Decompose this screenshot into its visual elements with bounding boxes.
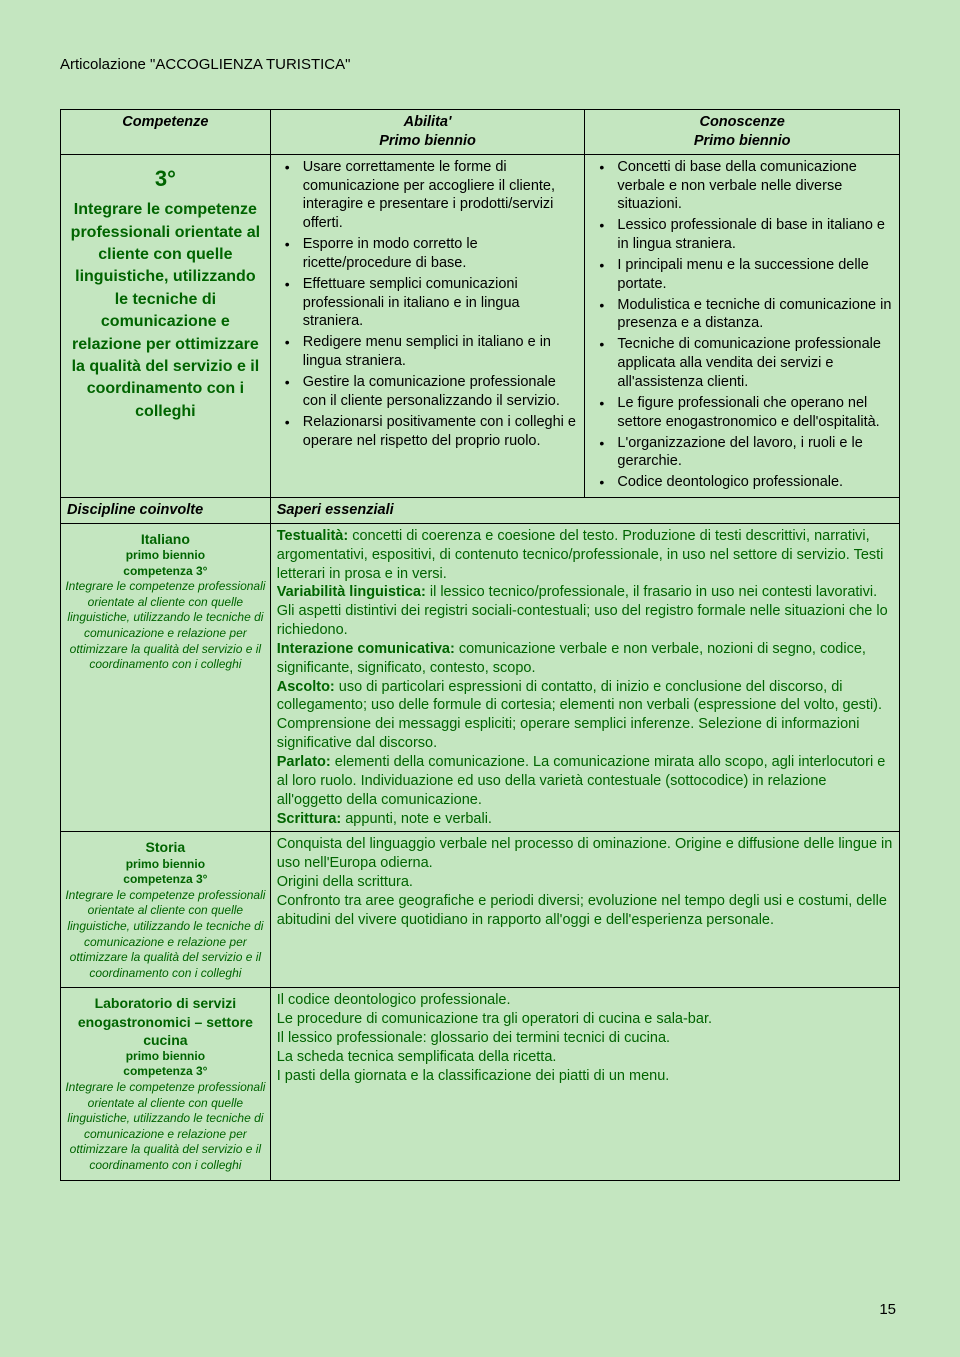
discipline-title: Laboratorio di servizi enogastronomici –… (65, 994, 266, 1049)
discipline-sub1: primo biennio (65, 1049, 266, 1065)
conoscenze-item: Tecniche di comunicazione professionale … (591, 335, 893, 392)
conoscenze-item: Modulistica e tecniche di comunicazione … (591, 296, 893, 334)
discipline-competenza-text: Integrare le competenze professionali or… (65, 888, 265, 980)
conoscenze-item: I principali menu e la successione delle… (591, 256, 893, 294)
conoscenze-cell: Concetti di base della comunicazione ver… (585, 154, 900, 497)
document-page: Articolazione "ACCOGLIENZA TURISTICA" Co… (0, 0, 960, 1348)
conoscenze-item: Codice deontologico professionale. (591, 473, 893, 492)
discipline-title: Italiano (65, 530, 266, 548)
discipline-cell: Storiaprimo bienniocompetenza 3°Integrar… (61, 832, 271, 988)
header-conoscenze: Conoscenze Primo biennio (585, 110, 900, 155)
discipline-sub1: primo biennio (65, 857, 266, 873)
abilita-item: Esporre in modo corretto le ricette/proc… (277, 235, 579, 273)
header-competenze: Competenze (61, 110, 271, 155)
page-number: 15 (60, 1301, 900, 1318)
discipline-sub2: competenza 3° (65, 564, 266, 580)
articulation-heading: Articolazione "ACCOGLIENZA TURISTICA" (60, 56, 900, 73)
header-conoscenze-sub: Primo biennio (694, 133, 791, 149)
discipline-cell: Italianoprimo bienniocompetenza 3°Integr… (61, 523, 271, 832)
saperi-cell: Conquista del linguaggio verbale nel pro… (270, 832, 899, 988)
abilita-item: Gestire la comunicazione professionale c… (277, 373, 579, 411)
header-abilita-sub: Primo biennio (379, 133, 476, 149)
saperi-cell: Il codice deontologico professionale.Le … (270, 988, 899, 1180)
abilita-item: Usare correttamente le forme di comunica… (277, 158, 579, 233)
abilita-list: Usare correttamente le forme di comunica… (277, 158, 579, 451)
discipline-header: Discipline coinvolte (61, 498, 271, 524)
conoscenze-item: Lessico professionale di base in italian… (591, 216, 893, 254)
abilita-item: Redigere menu semplici in italiano e in … (277, 333, 579, 371)
competenza-number: 3° (67, 165, 264, 194)
discipline-competenza-text: Integrare le competenze professionali or… (65, 1080, 265, 1172)
competenze-table: Competenze Abilita' Primo biennio Conosc… (60, 109, 900, 1181)
conoscenze-item: Concetti di base della comunicazione ver… (591, 158, 893, 215)
header-abilita-title: Abilita' (404, 114, 452, 130)
competenza-main: 3° Integrare le competenze professionali… (61, 154, 271, 497)
saperi-cell: Testualità: concetti di coerenza e coesi… (270, 523, 899, 832)
abilita-item: Effettuare semplici comunicazioni profes… (277, 275, 579, 332)
conoscenze-item: L'organizzazione del lavoro, i ruoli e l… (591, 434, 893, 472)
competenza-desc: Integrare le competenze professionali or… (71, 201, 260, 420)
discipline-sub1: primo biennio (65, 548, 266, 564)
discipline-title: Storia (65, 838, 266, 856)
abilita-item: Relazionarsi positivamente con i collegh… (277, 413, 579, 451)
header-abilita: Abilita' Primo biennio (270, 110, 585, 155)
discipline-sub2: competenza 3° (65, 872, 266, 888)
abilita-cell: Usare correttamente le forme di comunica… (270, 154, 585, 497)
discipline-cell: Laboratorio di servizi enogastronomici –… (61, 988, 271, 1180)
header-conoscenze-title: Conoscenze (699, 114, 784, 130)
conoscenze-item: Le figure professionali che operano nel … (591, 394, 893, 432)
discipline-sub2: competenza 3° (65, 1064, 266, 1080)
discipline-competenza-text: Integrare le competenze professionali or… (65, 579, 265, 671)
saperi-header: Saperi essenziali (270, 498, 899, 524)
conoscenze-list: Concetti di base della comunicazione ver… (591, 158, 893, 492)
